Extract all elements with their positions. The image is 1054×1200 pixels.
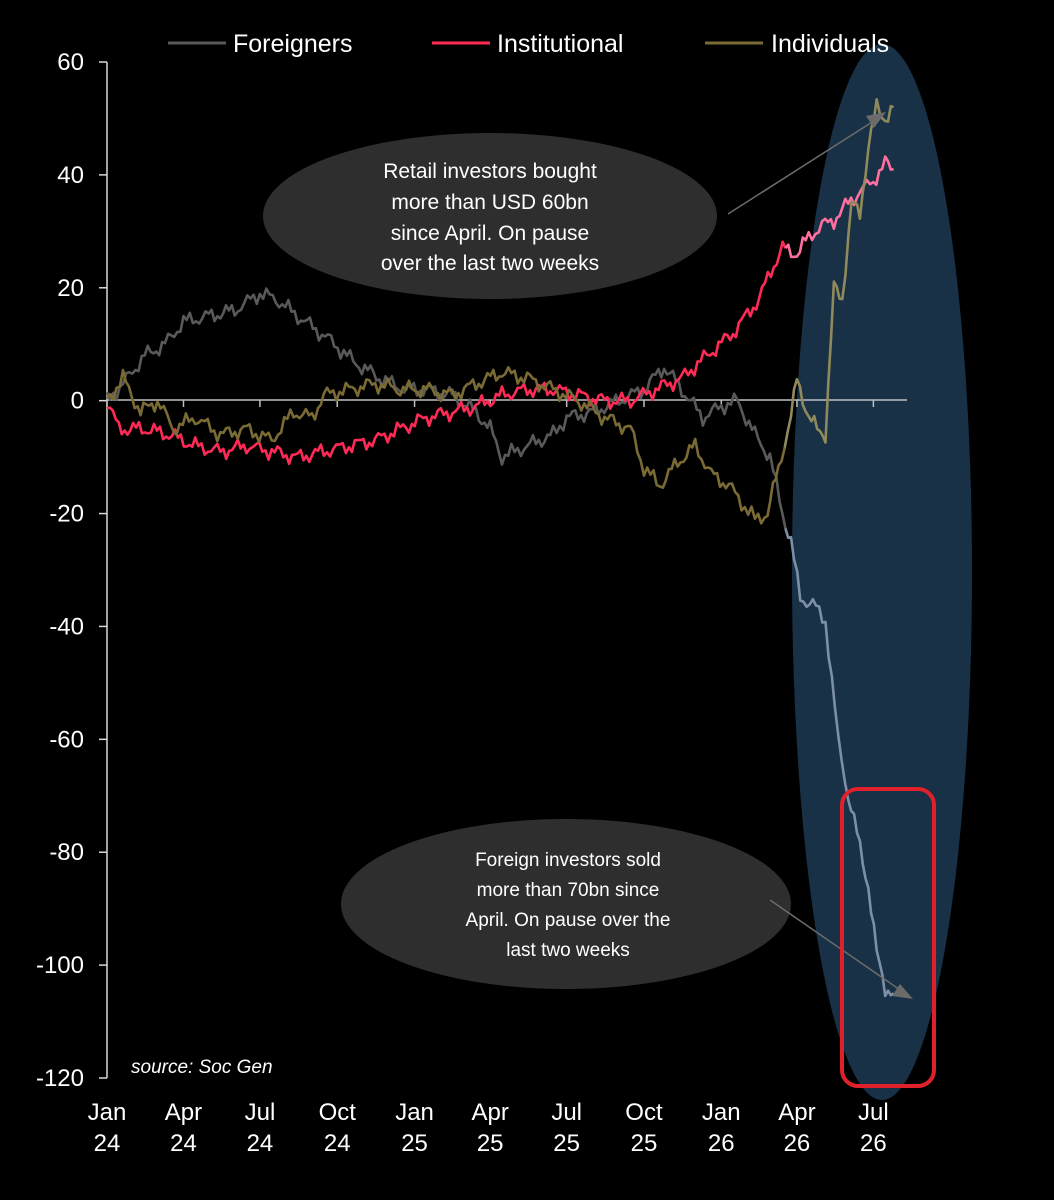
legend-item-foreigners: Foreigners xyxy=(168,30,353,58)
retail-callout-line-4: over the last two weeks xyxy=(381,252,599,275)
series-line-foreigners-highlighted xyxy=(784,527,895,998)
x-tick-label-year: 24 xyxy=(94,1130,121,1157)
y-tick-label: 60 xyxy=(57,49,84,76)
y-tick-label: 20 xyxy=(57,275,84,302)
retail-callout-text: Retail investors bought more than USD 60… xyxy=(381,160,599,275)
x-tick-label-year: 24 xyxy=(170,1130,197,1157)
y-tick-label: -100 xyxy=(36,952,84,979)
x-tick-label-month: Jul xyxy=(245,1099,276,1126)
y-tick-label: -40 xyxy=(49,613,84,640)
source-label: source: Soc Gen xyxy=(131,1057,273,1078)
retail-callout-line-3: since April. On pause xyxy=(391,222,589,245)
x-tick-label-month: Apr xyxy=(778,1099,815,1126)
foreign-arrow-head xyxy=(892,984,913,999)
series-line-institutional-highlighted xyxy=(784,155,894,259)
y-tick-label: -20 xyxy=(49,501,84,528)
x-tick-label-month: Oct xyxy=(319,1099,357,1126)
highlight-box xyxy=(840,787,936,1088)
series-line-foreigners xyxy=(105,287,787,529)
x-tick-label-month: Jan xyxy=(395,1099,434,1126)
series-layer xyxy=(105,98,895,998)
x-tick-label-year: 24 xyxy=(324,1130,351,1157)
retail-arrow-head xyxy=(866,112,886,128)
x-tick-label-year: 24 xyxy=(247,1130,274,1157)
x-tick-label-year: 25 xyxy=(401,1130,428,1157)
retail-callout-line-2: more than USD 60bn xyxy=(391,191,588,214)
foreign-callout-line-1: Foreign investors sold xyxy=(475,850,661,871)
x-tick-label-year: 25 xyxy=(631,1130,658,1157)
series-line-institutional xyxy=(106,240,787,466)
foreign-arrow-line xyxy=(769,899,907,995)
x-tick-label-year: 26 xyxy=(708,1130,735,1157)
foreign-callout-line-4: last two weeks xyxy=(506,940,630,961)
y-tick-label: 40 xyxy=(57,162,84,189)
x-tick-label-month: Apr xyxy=(472,1099,509,1126)
legend-item-institutional: Institutional xyxy=(432,30,623,58)
x-tick-label-month: Jul xyxy=(551,1099,582,1126)
legend-label-individuals: Individuals xyxy=(771,30,889,58)
foreign-callout-bubble xyxy=(341,819,791,989)
x-tick-label-month: Apr xyxy=(165,1099,202,1126)
legend: Foreigners Institutional Individuals xyxy=(168,30,889,58)
series-line-individuals-highlighted xyxy=(783,98,895,448)
x-tick-label-year: 25 xyxy=(553,1130,580,1157)
retail-callout-bubble xyxy=(263,133,717,299)
foreign-callout-line-3: April. On pause over the xyxy=(466,910,671,931)
callout-arrows xyxy=(727,112,913,999)
highlight-ellipse xyxy=(792,44,972,1100)
legend-item-individuals: Individuals xyxy=(705,30,889,58)
x-tick-label-month: Jan xyxy=(702,1099,741,1126)
legend-label-foreigners: Foreigners xyxy=(233,30,353,58)
retail-callout-line-1: Retail investors bought xyxy=(383,160,597,183)
foreign-callout-text: Foreign investors sold more than 70bn si… xyxy=(466,850,671,961)
legend-label-institutional: Institutional xyxy=(497,30,623,58)
x-tick-label-year: 26 xyxy=(784,1130,811,1157)
x-tick-label-year: 25 xyxy=(477,1130,504,1157)
x-tick-label-month: Jul xyxy=(858,1099,889,1126)
series-line-individuals xyxy=(105,366,786,525)
y-tick-label: -60 xyxy=(49,726,84,753)
y-axis-ticks: 60 40 20 0 -20 -40 -60 -80 -100 -120 xyxy=(36,49,107,1092)
y-tick-label: -120 xyxy=(36,1065,84,1092)
x-tick-label-month: Jan xyxy=(88,1099,127,1126)
y-tick-label: -80 xyxy=(49,839,84,866)
retail-arrow-line xyxy=(727,116,881,215)
foreign-callout-line-2: more than 70bn since xyxy=(477,880,660,901)
x-tick-label-month: Oct xyxy=(625,1099,663,1126)
y-tick-label: 0 xyxy=(71,388,84,415)
x-tick-label-year: 26 xyxy=(860,1130,887,1157)
x-axis-ticks: Jan 24 Apr 24 Jul 24 Oct 24 Jan 25 Apr 25 Jul 25 Oct 25… xyxy=(88,400,889,1157)
